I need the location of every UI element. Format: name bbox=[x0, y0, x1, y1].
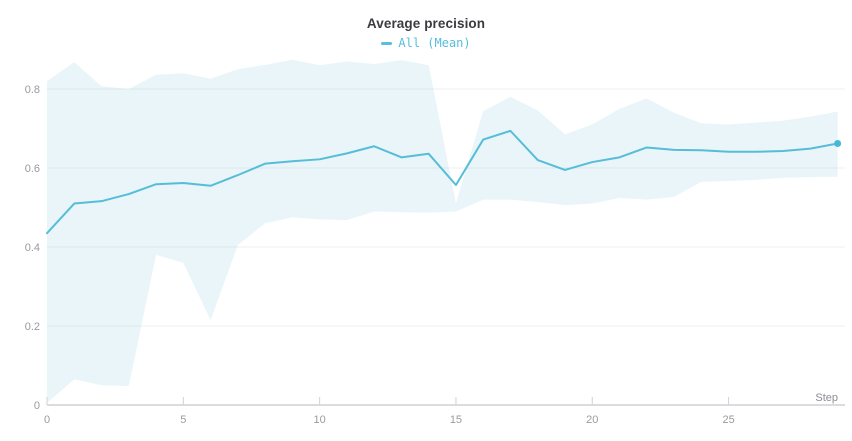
legend-item-all-mean[interactable]: All (Mean) bbox=[0, 36, 852, 50]
confidence-band bbox=[47, 59, 838, 404]
chart-title: Average precision bbox=[366, 16, 486, 31]
legend-line-swatch bbox=[381, 41, 393, 45]
x-tick-label: 25 bbox=[722, 414, 734, 426]
legend-label: All (Mean) bbox=[398, 36, 471, 50]
endpoint-dot[interactable] bbox=[834, 140, 842, 148]
x-axis-title: Step bbox=[815, 392, 838, 404]
x-tick-label: 15 bbox=[450, 414, 462, 426]
y-tick-label: 0.8 bbox=[25, 84, 40, 96]
x-tick-label: 0 bbox=[44, 414, 50, 426]
y-tick-label: 0.2 bbox=[25, 321, 40, 333]
x-tick-label: 5 bbox=[180, 414, 186, 426]
y-tick-label: 0.4 bbox=[25, 242, 40, 254]
x-tick-label: 20 bbox=[586, 414, 598, 426]
y-tick-label: 0.6 bbox=[25, 163, 40, 175]
y-tick-label: 0 bbox=[34, 400, 40, 412]
mean-line[interactable] bbox=[46, 129, 839, 235]
x-tick-label: 10 bbox=[314, 414, 326, 426]
